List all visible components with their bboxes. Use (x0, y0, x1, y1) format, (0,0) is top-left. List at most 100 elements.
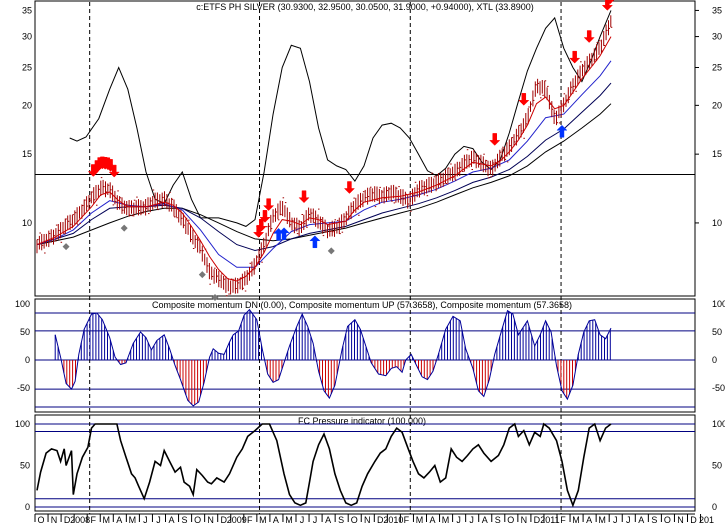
momentum-panel-title: Composite momentum DN (0.00), Composite … (152, 300, 572, 310)
price-ytick-left: 15 (22, 149, 32, 159)
price-panel-title: c:ETFS PH SILVER (30.9300, 32.9500, 30.0… (196, 2, 533, 12)
momentum-ytick-right: -50 (712, 383, 725, 393)
month-label: F (247, 515, 253, 525)
month-label: F (404, 515, 410, 525)
month-label: A (638, 515, 644, 525)
month-label: D (690, 515, 697, 525)
pressure-line (36, 422, 612, 508)
ma-blue-line (36, 60, 612, 268)
momentum-panel-frame (34, 298, 696, 413)
momentum-ytick-left: 100 (15, 299, 30, 309)
month-label: A (586, 515, 592, 525)
month-label: M (129, 515, 137, 525)
price-ytick-right: 10 (712, 218, 722, 228)
month-label: J (456, 515, 461, 525)
month-label: A (168, 515, 174, 525)
sell-signal-arrow (298, 190, 310, 204)
price-ytick-left: 20 (22, 100, 32, 110)
month-label: D (64, 515, 71, 525)
diamond-marker (327, 247, 335, 255)
month-label: N (521, 515, 528, 525)
month-label: J (313, 515, 318, 525)
pressure-panel-frame (34, 414, 696, 512)
sell-signal-arrow (601, 0, 613, 11)
pressure-ytick-left: 50 (20, 461, 30, 471)
pressure-panel: FC Pressure indicator (100.000) (34, 414, 696, 512)
month-label: M (285, 515, 293, 525)
month-label: J (626, 515, 631, 525)
price-ytick-right: 20 (712, 100, 722, 110)
month-label: N (51, 515, 58, 525)
month-label: F (560, 515, 566, 525)
momentum-ytick-right: 50 (712, 327, 722, 337)
month-label: S (338, 515, 344, 525)
price-ytick-right: 15 (712, 149, 722, 159)
month-label: A (116, 515, 122, 525)
price-ytick-left: 35 (22, 5, 32, 15)
sell-signal-arrow (108, 164, 120, 178)
momentum-ytick-left: 50 (20, 327, 30, 337)
month-label: 2011 (540, 515, 559, 525)
sell-signal-arrow (489, 133, 501, 146)
month-label: A (325, 515, 331, 525)
pressure-ytick-left: 0 (25, 502, 30, 512)
month-label: N (207, 515, 214, 525)
month-label: M (598, 515, 606, 525)
month-label: O (351, 515, 358, 525)
month-label: O (507, 515, 514, 525)
buy-signal-arrow (278, 227, 290, 240)
ma-black-line (36, 103, 612, 246)
sell-signal-arrow (259, 210, 271, 223)
momentum-ytick-left: 0 (25, 355, 30, 365)
month-label: M (259, 515, 267, 525)
price-panel: c:ETFS PH SILVER (30.9300, 32.9500, 30.0… (34, 0, 696, 297)
month-label: S (651, 515, 657, 525)
pressure-ytick-right: 0 (712, 502, 717, 512)
momentum-outline (54, 308, 612, 407)
month-label: J (613, 515, 618, 525)
momentum-panel: Composite momentum DN (0.00), Composite … (34, 298, 696, 413)
month-label: M (572, 515, 580, 525)
month-label: J (469, 515, 474, 525)
pressure-ytick-left: 100 (15, 419, 30, 429)
pressure-ytick-right: 100 (712, 419, 725, 429)
sell-signal-arrow (605, 0, 615, 5)
sell-signal-arrow (343, 181, 356, 194)
buy-signal-arrow (556, 124, 568, 138)
price-ytick-right: 25 (712, 63, 722, 73)
month-label: M (416, 515, 424, 525)
month-label: J (156, 515, 161, 525)
diamond-marker (211, 294, 219, 302)
diamond-marker (198, 271, 206, 279)
month-label: D (220, 515, 227, 525)
price-panel-frame (34, 0, 696, 297)
pressure-ytick-right: 50 (712, 461, 722, 471)
momentum-ytick-right: 100 (712, 299, 725, 309)
month-label: 2010 (383, 515, 403, 525)
month-label: D (534, 515, 541, 525)
month-label: O (194, 515, 201, 525)
ma-red-line (36, 36, 612, 282)
diamond-marker (62, 243, 70, 251)
pressure-panel-title: FC Pressure indicator (100.000) (298, 416, 426, 426)
month-label: M (442, 515, 450, 525)
month-label: O (664, 515, 671, 525)
month-label: M (103, 515, 111, 525)
sell-signal-arrow (583, 30, 595, 43)
month-label: A (429, 515, 435, 525)
momentum-ytick-right: 0 (712, 355, 717, 365)
month-label: J (143, 515, 148, 525)
month-label: S (495, 515, 501, 525)
price-ytick-right: 30 (712, 32, 722, 42)
momentum-ytick-left: -50 (17, 383, 30, 393)
month-label: S (182, 515, 188, 525)
price-ytick-right: 35 (712, 5, 722, 15)
month-label: D (377, 515, 384, 525)
month-label: J (300, 515, 305, 525)
sell-signal-arrow (569, 50, 581, 64)
month-label: A (273, 515, 279, 525)
month-label: 201 (699, 515, 714, 525)
month-label: F (90, 515, 96, 525)
price-ytick-left: 25 (22, 63, 32, 73)
